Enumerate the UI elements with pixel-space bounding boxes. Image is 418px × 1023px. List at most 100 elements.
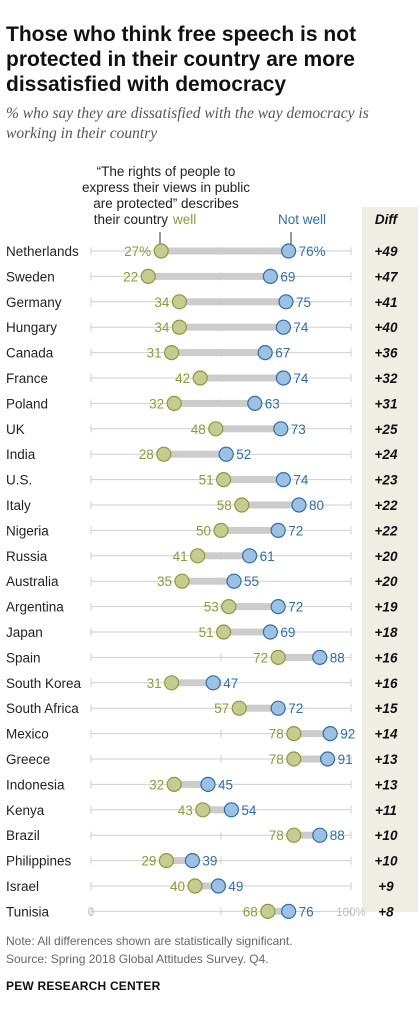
- country-label: France: [6, 371, 48, 386]
- country-label: Poland: [6, 396, 48, 411]
- well-dot: [195, 802, 211, 818]
- not-well-value-label: 49: [228, 879, 243, 894]
- diff-value: +9: [378, 879, 394, 894]
- well-dot: [216, 472, 232, 488]
- country-label: Spain: [6, 650, 41, 665]
- gap-bar: [293, 730, 331, 738]
- country-label: South Korea: [6, 676, 82, 691]
- diff-value: +11: [375, 803, 397, 818]
- not-well-dot: [312, 649, 328, 666]
- legend-caption-line-2: express their views in public: [82, 180, 250, 195]
- well-value-label: 53: [204, 600, 219, 615]
- well-value-label: 31: [147, 346, 162, 361]
- country-label: Japan: [6, 625, 43, 640]
- well-dot: [171, 319, 187, 335]
- diff-value: +10: [375, 854, 398, 869]
- chart-row: Spain 72 88 +16: [6, 649, 398, 666]
- not-well-value-label: 88: [330, 828, 345, 843]
- well-dot: [187, 878, 203, 894]
- country-label: Italy: [6, 498, 31, 513]
- well-dot: [221, 598, 237, 615]
- well-dot: [213, 522, 229, 539]
- diff-value: +13: [375, 752, 398, 767]
- country-label: Philippines: [6, 854, 72, 869]
- country-label: Brazil: [6, 828, 40, 843]
- diff-value: +22: [375, 523, 398, 538]
- well-value-label: 35: [157, 574, 172, 589]
- country-label: Kenya: [6, 803, 45, 818]
- not-well-dot: [320, 751, 336, 767]
- well-value-label: 78: [269, 727, 284, 742]
- not-well-dot: [281, 243, 297, 259]
- chart-row: Canada 31 67 +36: [6, 345, 398, 361]
- chart-row: Kenya 43 54 +11: [6, 802, 397, 818]
- not-well-dot: [247, 395, 263, 411]
- not-well-value-label: 45: [218, 777, 233, 792]
- well-value-label: 32: [149, 777, 164, 792]
- chart-title: Those who think free speech is not prote…: [6, 23, 357, 96]
- well-dot: [190, 548, 206, 564]
- not-well-value-label: 80: [309, 498, 324, 513]
- not-well-dot: [278, 294, 294, 310]
- not-well-dot: [262, 268, 278, 284]
- gap-bar: [293, 831, 320, 839]
- country-label: Canada: [6, 346, 54, 361]
- chart-row: UK 48 73 +25: [6, 421, 398, 437]
- not-well-value-label: 47: [223, 676, 238, 691]
- country-label: Argentina: [6, 600, 64, 615]
- not-well-dot: [270, 700, 286, 716]
- diff-value: +8: [378, 904, 394, 919]
- well-dot: [270, 649, 286, 666]
- well-dot: [166, 776, 182, 793]
- not-well-value-label: 92: [340, 727, 355, 742]
- gap-bar: [179, 298, 286, 306]
- not-well-dot: [275, 319, 291, 335]
- well-value-label: 72: [253, 650, 268, 665]
- not-well-dot: [223, 802, 239, 818]
- country-label: Israel: [6, 879, 39, 894]
- not-well-value-label: 76: [299, 904, 314, 919]
- not-well-value-label: 52: [236, 447, 251, 462]
- gap-bar: [215, 425, 281, 433]
- not-well-value-label: 39: [202, 854, 217, 869]
- not-well-dot: [322, 725, 338, 742]
- well-dot: [208, 421, 224, 437]
- chart-row: Australia 35 55 +20: [6, 573, 398, 589]
- well-value-label: 34: [154, 320, 170, 335]
- not-well-dot: [205, 675, 221, 691]
- diff-column-header: Diff: [375, 212, 399, 227]
- not-well-dot: [226, 573, 242, 589]
- well-dot: [286, 827, 302, 843]
- not-well-value-label: 63: [265, 396, 280, 411]
- gap-bar: [166, 857, 193, 865]
- not-well-dot: [242, 548, 258, 564]
- well-value-label: 68: [243, 904, 258, 919]
- well-value-label: 41: [173, 549, 188, 564]
- diff-value: +19: [375, 600, 398, 615]
- gap-bar: [267, 907, 289, 915]
- diff-value: +32: [375, 371, 398, 386]
- not-well-value-label: 69: [280, 269, 295, 284]
- well-dot: [166, 395, 182, 411]
- diff-value: +31: [375, 396, 398, 411]
- not-well-value-label: 67: [275, 346, 290, 361]
- well-value-label: 40: [170, 879, 185, 894]
- legend-caption-line-3: are protected” describes: [93, 196, 239, 211]
- chart-row: Nigeria 50 72 +22: [6, 522, 398, 539]
- gap-bar: [148, 272, 271, 280]
- not-well-dot: [257, 345, 273, 361]
- chart-row: Hungary 34 74 +40: [6, 319, 398, 335]
- legend-caption-line-1: “The rights of people to: [97, 164, 236, 179]
- diff-value: +15: [375, 701, 398, 716]
- country-label: India: [6, 447, 36, 462]
- diff-value: +49: [375, 244, 398, 259]
- dot-plot-chart: “The rights of people to express their v…: [6, 164, 418, 920]
- chart-row: Germany 34 75 +41: [6, 294, 397, 310]
- gap-bar: [239, 704, 279, 712]
- well-dot: [260, 903, 276, 920]
- not-well-dot: [312, 827, 328, 843]
- country-label: Australia: [6, 574, 59, 589]
- well-value-label: 48: [191, 422, 206, 437]
- well-dot: [174, 573, 190, 589]
- chart-row: Brazil 78 88 +10: [6, 827, 398, 843]
